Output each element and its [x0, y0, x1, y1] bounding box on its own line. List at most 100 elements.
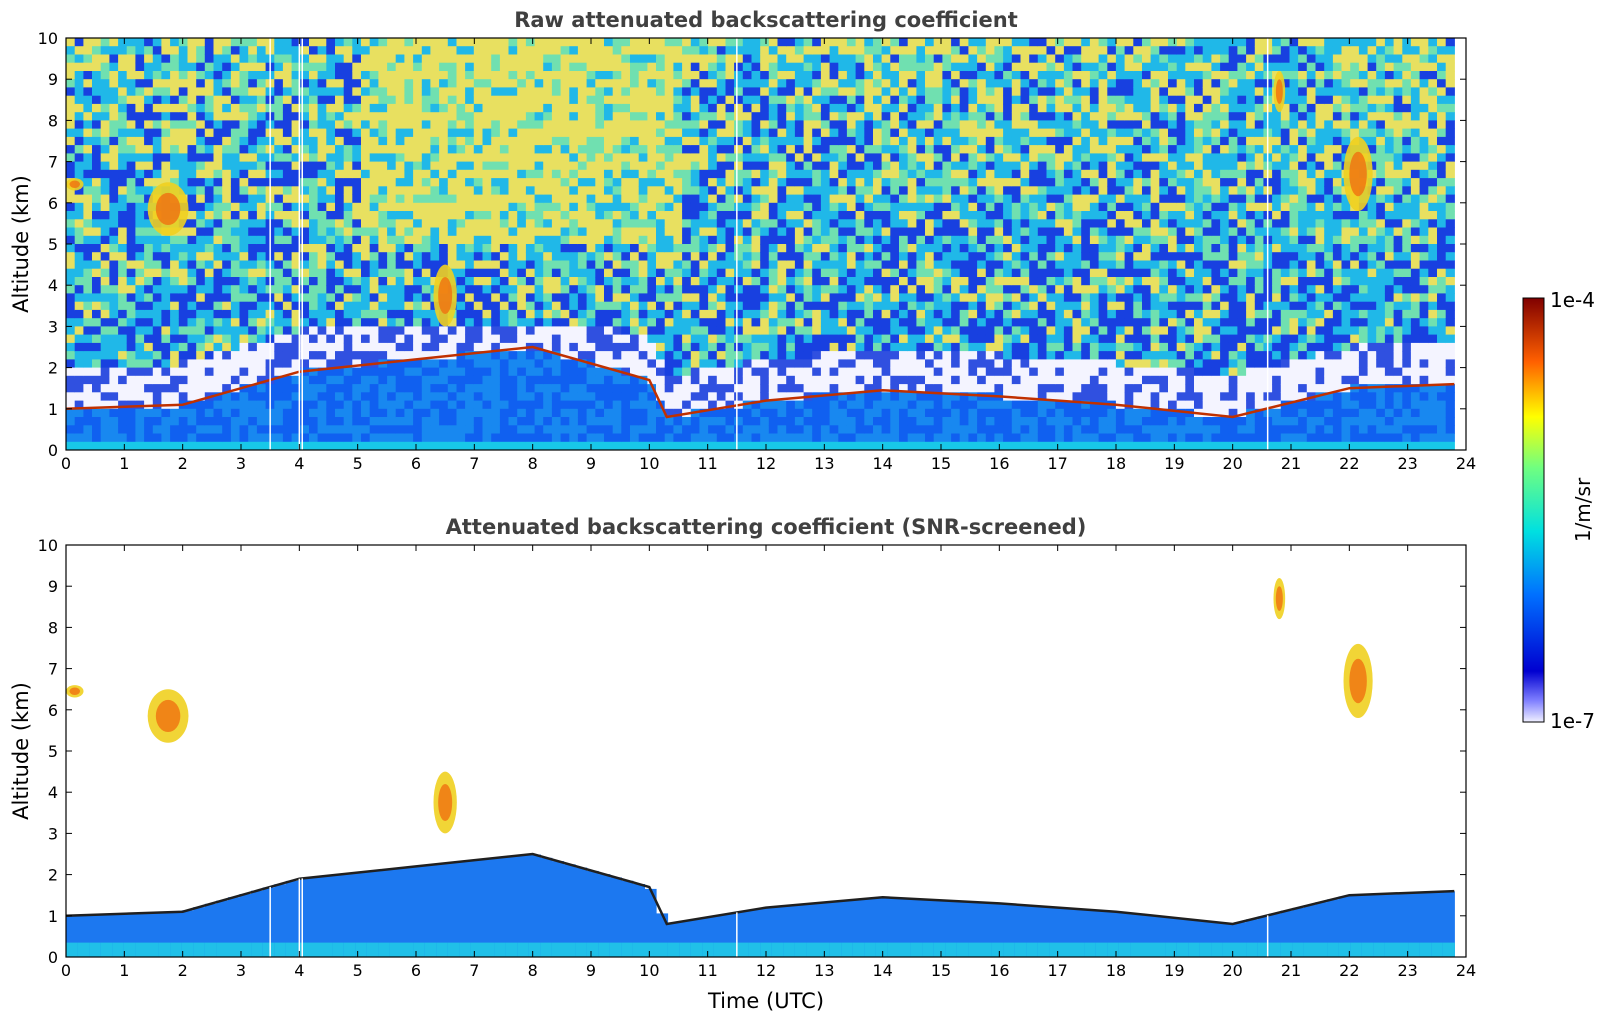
noise-cell — [604, 62, 614, 72]
noise-cell — [551, 128, 562, 138]
noise-cell — [838, 277, 848, 286]
noise-cell — [100, 277, 110, 286]
noise-cell — [413, 252, 423, 261]
noise-cell — [421, 227, 431, 237]
noise-cell — [838, 219, 848, 228]
noise-cell — [482, 425, 492, 434]
noise-cell — [83, 392, 93, 401]
noise-cell — [473, 367, 483, 377]
noise-cell — [178, 384, 188, 393]
noise-cell — [187, 153, 197, 163]
noise-cell — [456, 62, 466, 72]
noise-cell — [673, 351, 683, 360]
noise-cell — [204, 128, 214, 138]
noise-cell — [66, 375, 76, 385]
noise-cell — [74, 153, 84, 163]
noise-cell — [135, 95, 145, 105]
noise-cell — [300, 384, 310, 393]
noise-cell — [135, 169, 145, 179]
noise-cell — [499, 128, 510, 138]
noise-cell — [768, 227, 778, 237]
noise-cell — [473, 103, 483, 113]
noise-cell — [534, 178, 544, 187]
noise-cell — [612, 433, 622, 443]
noise-cell — [664, 252, 674, 261]
noise-cell — [473, 441, 483, 451]
noise-cell — [491, 408, 501, 418]
noise-cell — [682, 120, 692, 130]
noise-cell — [647, 145, 657, 154]
noise-cell — [873, 384, 883, 393]
noise-cell — [638, 235, 648, 245]
noise-cell — [838, 103, 848, 113]
noise-cell — [716, 293, 726, 303]
noise-cell — [742, 268, 752, 278]
noise-cell — [274, 202, 284, 212]
noise-cell — [630, 54, 640, 64]
noise-cell — [777, 128, 787, 138]
noise-cell — [777, 425, 787, 434]
noise-cell — [326, 260, 336, 270]
noise-cell — [708, 318, 718, 327]
noise-cell — [864, 54, 874, 64]
noise-cell — [708, 359, 718, 369]
noise-cell — [551, 103, 562, 113]
noise-cell — [855, 103, 865, 113]
noise-cell — [682, 285, 692, 294]
noise-cell — [473, 408, 483, 418]
noise-cell — [222, 136, 232, 146]
noise-cell — [343, 219, 353, 228]
noise-cell — [361, 169, 371, 179]
noise-cell — [421, 309, 431, 319]
noise-cell — [456, 417, 466, 426]
noise-cell — [482, 186, 492, 195]
noise-cell — [786, 351, 796, 360]
noise-cell — [378, 202, 388, 212]
noise-cell — [352, 384, 362, 393]
noise-cell — [213, 227, 223, 237]
noise-cell — [682, 71, 692, 80]
noise-cell — [317, 334, 327, 344]
noise-cell — [838, 384, 848, 393]
noise-cell — [577, 359, 588, 369]
noise-cell — [586, 54, 596, 64]
noise-cell — [682, 260, 692, 270]
noise-cell — [465, 244, 475, 253]
noise-cell — [560, 277, 570, 286]
noise-cell — [300, 46, 310, 55]
noise-cell — [881, 301, 891, 311]
noise-cell — [525, 441, 536, 451]
noise-cell — [569, 103, 579, 113]
noise-cell — [170, 293, 180, 303]
noise-cell — [612, 54, 622, 64]
noise-cell — [499, 219, 510, 228]
noise-cell — [256, 71, 267, 80]
noise-cell — [92, 260, 102, 270]
noise-cell — [907, 219, 917, 228]
noise-cell — [708, 46, 718, 55]
noise-cell — [638, 384, 648, 393]
noise-cell — [309, 342, 319, 352]
noise-cell — [161, 417, 171, 426]
noise-cell — [864, 87, 874, 97]
noise-cell — [647, 178, 657, 187]
noise-cell — [196, 211, 206, 220]
noise-cell — [404, 309, 414, 319]
noise-cell — [647, 309, 657, 319]
noise-cell — [786, 342, 796, 352]
noise-cell — [638, 95, 648, 105]
noise-cell — [829, 219, 839, 228]
noise-cell — [621, 433, 631, 443]
noise-cell — [404, 178, 414, 187]
noise-cell — [326, 318, 336, 327]
noise-cell — [421, 268, 431, 278]
noise-cell — [430, 79, 440, 88]
noise-cell — [690, 194, 700, 204]
noise-cell — [577, 309, 588, 319]
noise-cell — [378, 79, 388, 88]
noise-cell — [907, 384, 917, 393]
noise-cell — [873, 112, 883, 121]
noise-cell — [543, 318, 553, 327]
noise-cell — [135, 384, 145, 393]
noise-cell — [873, 260, 883, 270]
